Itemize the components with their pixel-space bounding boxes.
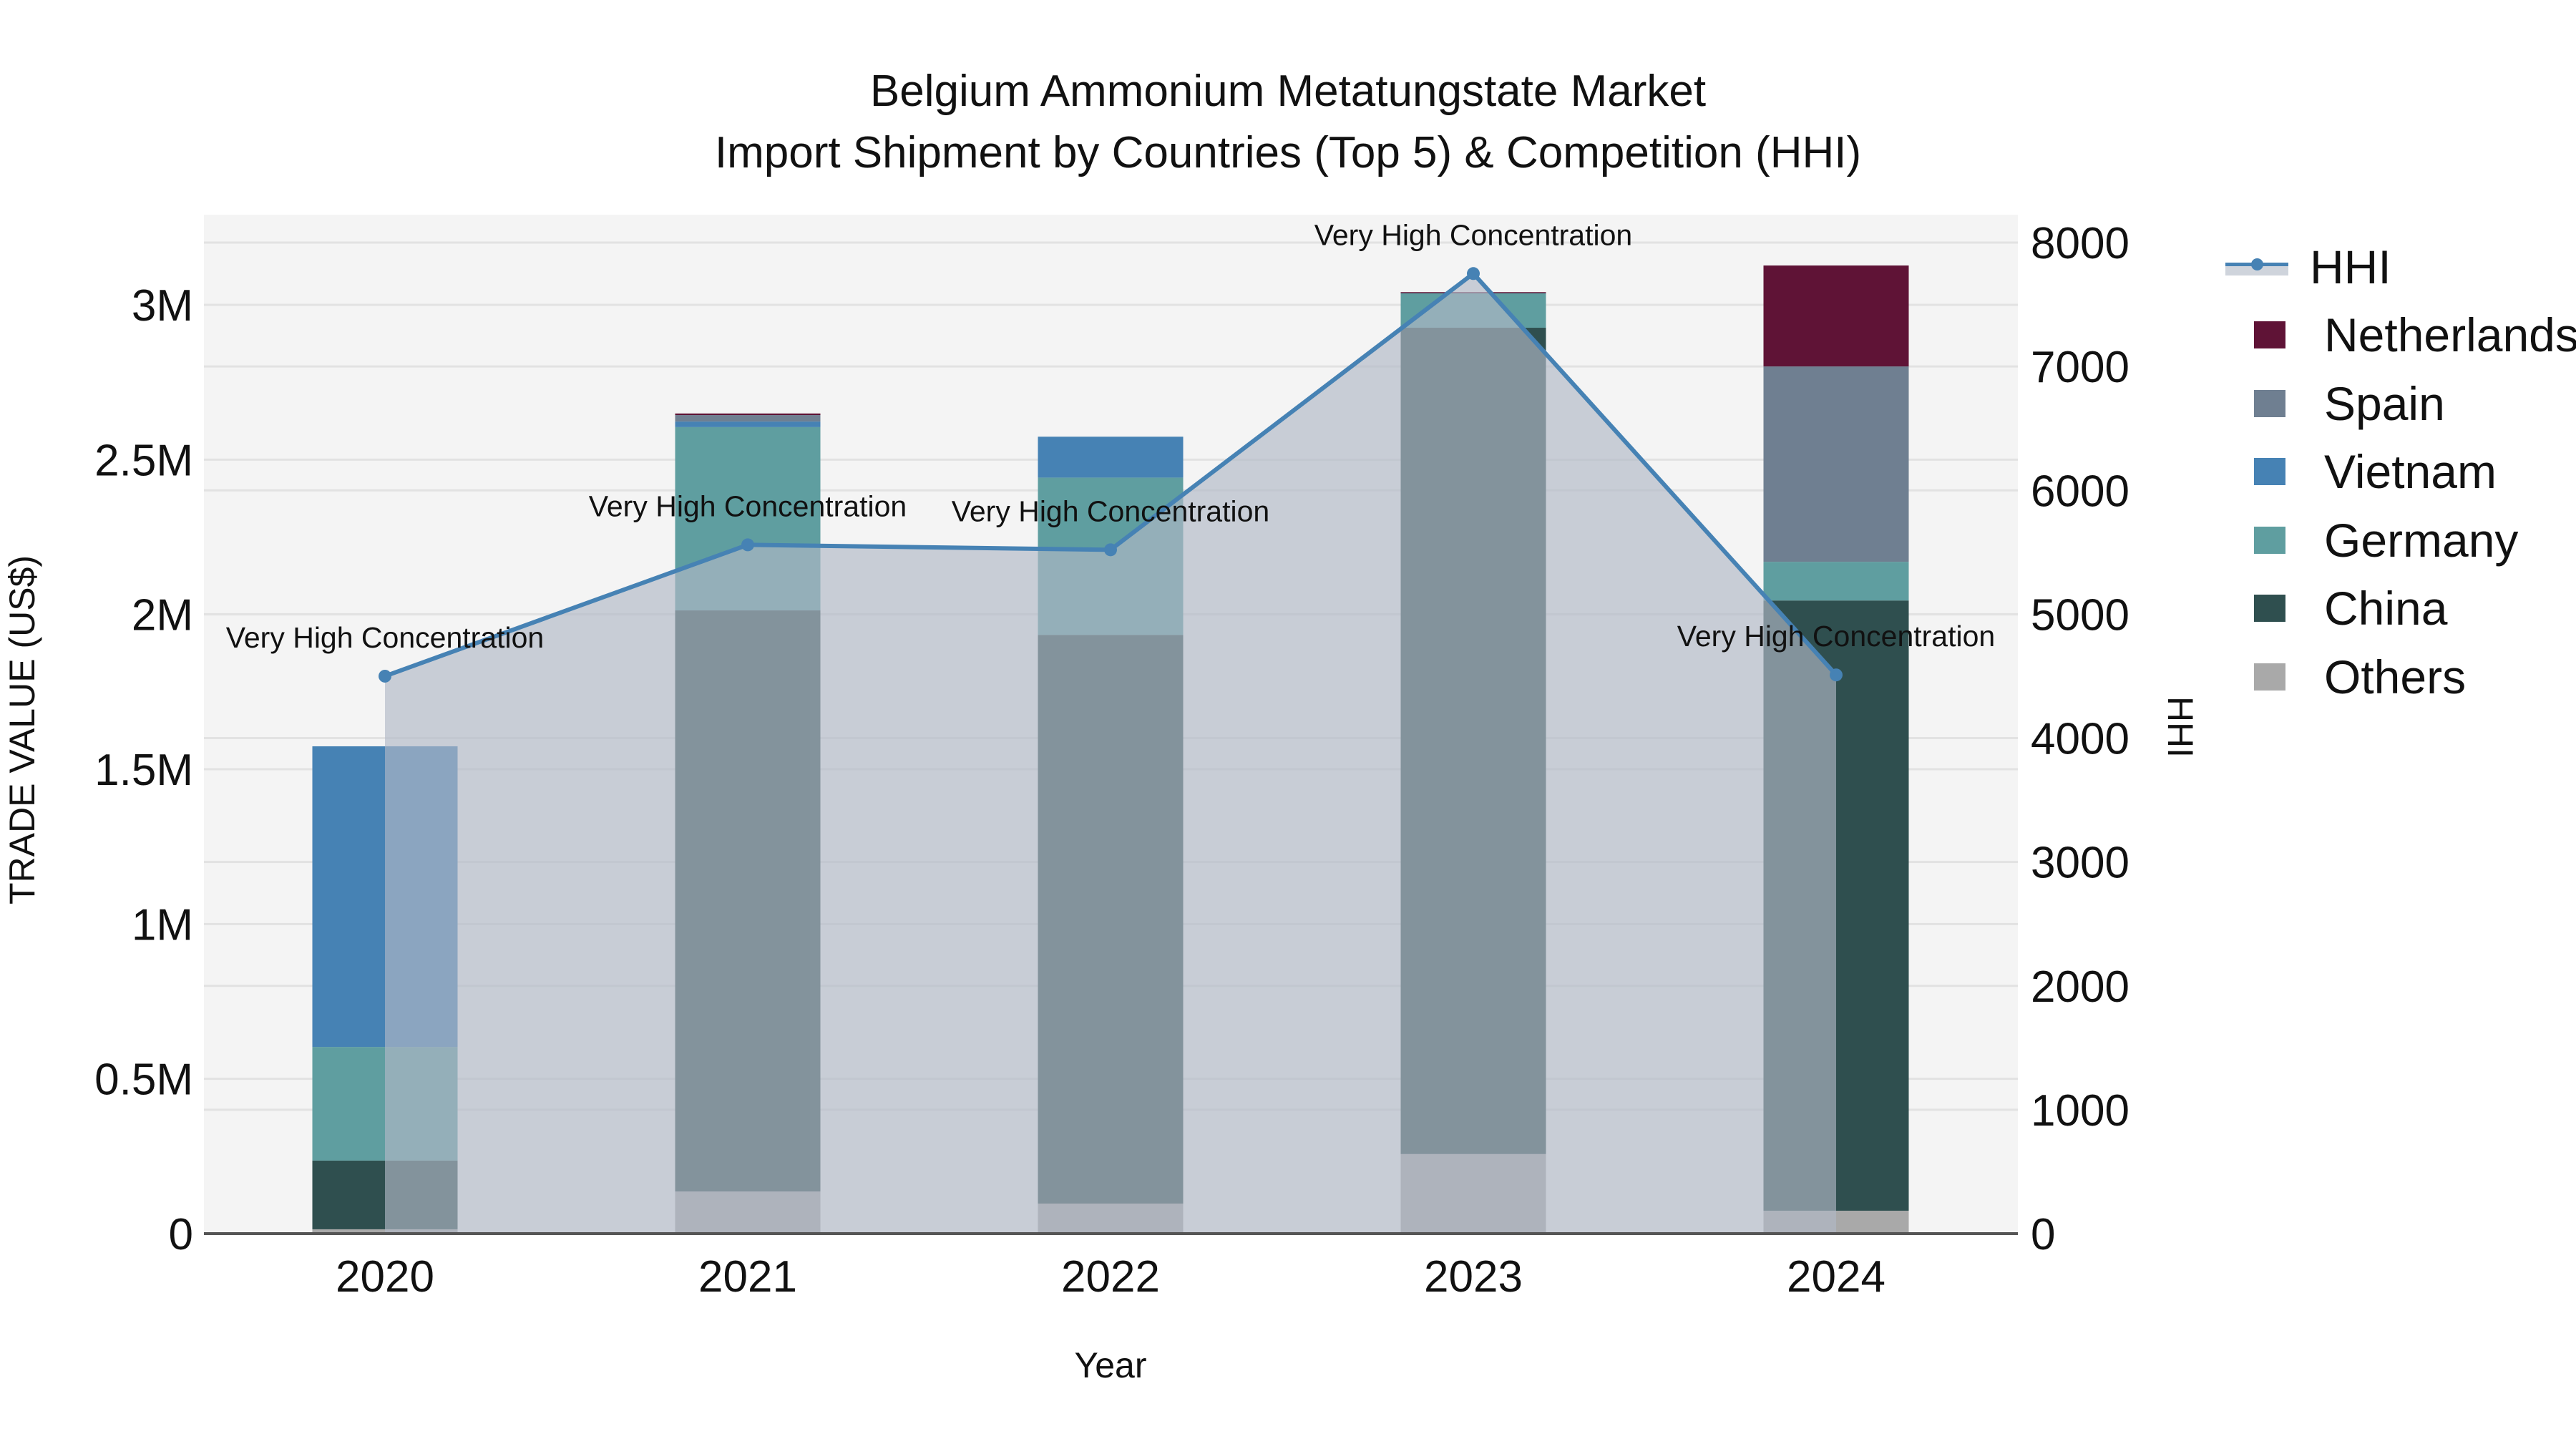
y-right-tick: 1000 bbox=[2031, 1086, 2129, 1136]
chart-title: Belgium Ammonium Metatungstate Market bbox=[869, 67, 1707, 116]
x-tick: 2022 bbox=[1061, 1252, 1160, 1302]
y-right-tick-labels: 0 1000 2000 3000 4000 5000 6000 7000 8000 bbox=[2031, 219, 2129, 1259]
hhi-area bbox=[385, 273, 1836, 1234]
y-left-axis-title: TRADE VALUE (US$) bbox=[2, 555, 42, 904]
legend-label: Vietnam bbox=[2324, 445, 2497, 499]
legend-item-others[interactable]: Others bbox=[2225, 643, 2576, 711]
x-tick-labels: 2020 2021 2022 2023 2024 bbox=[336, 1252, 1885, 1302]
hhi-marker[interactable] bbox=[379, 669, 391, 683]
y-right-tick: 2000 bbox=[2031, 962, 2129, 1012]
y-right-tick: 6000 bbox=[2031, 467, 2129, 516]
legend-item-netherlands[interactable]: Netherlands bbox=[2225, 301, 2576, 370]
legend-label: China bbox=[2324, 582, 2448, 635]
bar-segment-netherlands[interactable] bbox=[1763, 265, 1909, 367]
y-right-axis-title: HHI bbox=[2160, 696, 2200, 758]
y-left-tick: 3M bbox=[132, 281, 193, 331]
legend-label: Germany bbox=[2324, 513, 2519, 567]
bar-segment-spain[interactable] bbox=[675, 415, 821, 422]
legend-label: Others bbox=[2324, 650, 2467, 703]
x-tick: 2020 bbox=[336, 1252, 434, 1302]
bar-segment-vietnam[interactable] bbox=[1038, 436, 1184, 478]
y-left-tick: 1M bbox=[132, 900, 193, 950]
hhi-annotation: Very High Concentration bbox=[1677, 620, 1995, 653]
x-axis-title: Year bbox=[1074, 1345, 1146, 1385]
bar-segment-spain[interactable] bbox=[1763, 366, 1909, 562]
hhi-marker[interactable] bbox=[1104, 543, 1117, 557]
y-right-tick: 5000 bbox=[2031, 590, 2129, 640]
color-swatch-icon bbox=[2254, 663, 2285, 691]
y-left-tick-labels: 0 0.5M 1M 1.5M 2M 2.5M 3M bbox=[94, 281, 193, 1259]
line-marker-icon bbox=[2225, 256, 2288, 278]
legend-item-hhi[interactable]: HHI bbox=[2225, 233, 2576, 301]
color-swatch-icon bbox=[2254, 595, 2285, 623]
y-right-tick: 4000 bbox=[2031, 715, 2129, 764]
y-right-tick: 3000 bbox=[2031, 839, 2129, 888]
legend: HHI Netherlands Spain Vietnam Germany China Ot… bbox=[2225, 233, 2576, 711]
legend-label: Spain bbox=[2324, 376, 2445, 430]
legend-item-china[interactable]: China bbox=[2225, 575, 2576, 643]
hhi-annotation: Very High Concentration bbox=[226, 621, 544, 654]
x-tick: 2021 bbox=[698, 1252, 797, 1302]
hhi-marker[interactable] bbox=[741, 538, 754, 552]
color-swatch-icon bbox=[2254, 389, 2285, 417]
hhi-annotations: Very High Concentration Very High Concent… bbox=[226, 218, 1995, 654]
hhi-marker[interactable] bbox=[1467, 267, 1480, 280]
y-left-tick: 0.5M bbox=[94, 1055, 193, 1105]
legend-item-germany[interactable]: Germany bbox=[2225, 506, 2576, 575]
hhi-annotation: Very High Concentration bbox=[589, 489, 907, 522]
bar-segment-vietnam[interactable] bbox=[675, 421, 821, 427]
hhi-annotation: Very High Concentration bbox=[952, 494, 1269, 527]
color-swatch-icon bbox=[2254, 321, 2285, 349]
hhi-annotation: Very High Concentration bbox=[1314, 218, 1632, 251]
x-tick: 2023 bbox=[1424, 1252, 1523, 1302]
bar-segment-netherlands[interactable] bbox=[675, 413, 821, 416]
y-right-tick: 7000 bbox=[2031, 343, 2129, 392]
legend-label: Netherlands bbox=[2324, 308, 2576, 362]
hhi-markers bbox=[379, 267, 1843, 683]
color-swatch-icon bbox=[2254, 458, 2285, 486]
y-right-tick: 0 bbox=[2031, 1210, 2055, 1259]
bar-segment-germany[interactable] bbox=[1763, 562, 1909, 601]
y-left-tick: 2.5M bbox=[94, 436, 193, 485]
y-left-tick: 2M bbox=[132, 591, 193, 640]
legend-item-vietnam[interactable]: Vietnam bbox=[2225, 438, 2576, 507]
legend-item-spain[interactable]: Spain bbox=[2225, 369, 2576, 438]
chart-subtitle: Import Shipment by Countries (Top 5) & C… bbox=[714, 128, 1862, 177]
hhi-marker[interactable] bbox=[1830, 668, 1843, 682]
legend-label: HHI bbox=[2310, 240, 2391, 293]
y-left-tick: 0 bbox=[169, 1210, 193, 1259]
color-swatch-icon bbox=[2254, 526, 2285, 554]
x-tick: 2024 bbox=[1787, 1252, 1885, 1302]
y-right-tick: 8000 bbox=[2031, 219, 2129, 268]
y-left-tick: 1.5M bbox=[94, 746, 193, 795]
